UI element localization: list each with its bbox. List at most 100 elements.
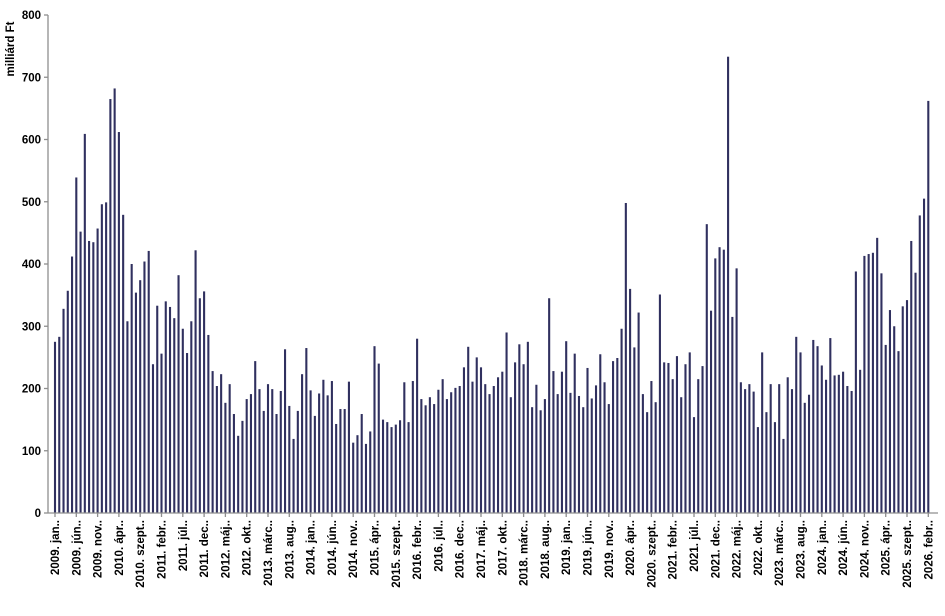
- axis-labels-layer: 0 100 200 300 400 500 600 700 800 2009. jan.. 2009…: [22, 10, 935, 588]
- bar: [475, 357, 478, 514]
- bar: [258, 389, 261, 513]
- bar: [603, 382, 606, 513]
- bar: [790, 389, 794, 513]
- bar: [680, 397, 683, 513]
- bar: [646, 412, 649, 513]
- bar: [577, 395, 581, 513]
- bar: [684, 364, 687, 513]
- bar: [854, 271, 857, 513]
- bar: [863, 255, 866, 513]
- bar: [360, 414, 363, 513]
- bar: [526, 341, 529, 513]
- bar: [837, 374, 840, 513]
- bar: [301, 374, 304, 513]
- bar: [181, 328, 184, 513]
- bar: [215, 386, 218, 513]
- bar: [833, 375, 836, 513]
- bar: [769, 384, 772, 513]
- bar: [650, 381, 653, 513]
- bar: [701, 366, 704, 513]
- bar: [313, 415, 316, 513]
- bar: [283, 349, 287, 513]
- bar: [722, 249, 725, 513]
- bar: [203, 291, 206, 513]
- bar: [846, 386, 849, 513]
- bar: [53, 341, 57, 513]
- axes-layer: [44, 14, 938, 517]
- bar: [186, 353, 189, 513]
- bar: [143, 261, 146, 513]
- bar: [744, 389, 747, 513]
- bar: [275, 414, 278, 513]
- bar: [262, 410, 265, 513]
- bar: [232, 414, 235, 513]
- bar: [147, 250, 150, 513]
- bar: [83, 133, 86, 513]
- bar: [786, 377, 789, 513]
- bar: [279, 390, 282, 513]
- bar: [347, 381, 350, 513]
- bar: [492, 386, 495, 513]
- bar: [705, 224, 708, 513]
- bar: [407, 422, 410, 514]
- bar: [390, 427, 393, 514]
- bar: [697, 379, 700, 513]
- bar: [100, 204, 103, 514]
- x-tick-label: 2014. jan..: [306, 520, 318, 575]
- bar: [735, 268, 738, 513]
- bar: [168, 306, 172, 513]
- bar: [471, 381, 474, 513]
- bar: [450, 392, 453, 514]
- bar: [927, 100, 930, 514]
- bar: [922, 198, 926, 513]
- bar: [692, 417, 696, 513]
- bar: [288, 405, 291, 513]
- bar: [761, 352, 764, 513]
- bar: [326, 395, 329, 513]
- bar: [586, 367, 589, 513]
- bar: [117, 132, 120, 513]
- x-tick-label: 2018. márc..: [519, 520, 531, 586]
- x-tick-label: 2013. aug..: [284, 520, 296, 579]
- bar: [134, 292, 137, 513]
- bar: [194, 250, 197, 514]
- bar: [714, 258, 717, 513]
- bar: [727, 56, 730, 514]
- x-tick-label: 2011. júl..: [178, 520, 190, 571]
- bar: [296, 410, 299, 513]
- bar: [556, 394, 559, 513]
- bar: [893, 326, 896, 513]
- bar: [731, 316, 734, 513]
- bar: [518, 344, 521, 513]
- bar: [156, 305, 159, 513]
- bar: [850, 390, 853, 513]
- bar: [569, 392, 572, 513]
- bar: [113, 88, 116, 513]
- bar: [718, 247, 721, 513]
- bar: [514, 362, 517, 514]
- bar: [829, 338, 832, 513]
- bar: [228, 384, 231, 513]
- bar: [454, 387, 457, 513]
- x-tick-label: 2009. jan..: [50, 520, 62, 575]
- x-tick-label: 2010. ápr..: [114, 520, 126, 576]
- x-tick-label: 2019. jan..: [561, 520, 573, 575]
- y-tick-label: 100: [22, 446, 41, 458]
- bar: [663, 362, 666, 514]
- bar: [795, 336, 798, 513]
- x-tick-label: 2012. máj..: [220, 520, 232, 578]
- bar: [130, 264, 133, 513]
- bar: [109, 99, 112, 513]
- x-tick-label: 2010. szept..: [135, 520, 147, 588]
- y-tick-label: 800: [22, 10, 41, 22]
- x-tick-label: 2021. júl..: [689, 520, 701, 572]
- bar: [441, 379, 444, 513]
- bar: [548, 298, 551, 513]
- bar: [424, 405, 427, 513]
- bar: [756, 427, 759, 514]
- bar: [667, 362, 670, 513]
- bar: [322, 379, 325, 513]
- y-tick-label: 700: [22, 72, 41, 84]
- bar: [799, 352, 802, 513]
